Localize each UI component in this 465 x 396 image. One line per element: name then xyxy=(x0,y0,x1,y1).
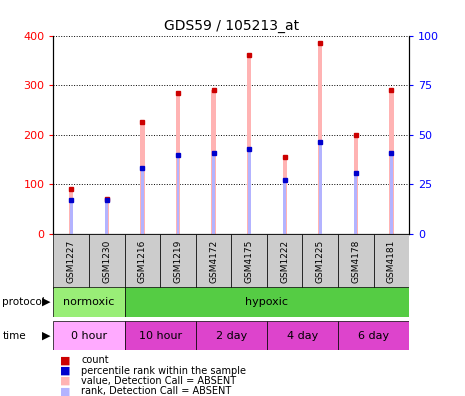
FancyBboxPatch shape xyxy=(267,321,338,350)
Text: 4 day: 4 day xyxy=(287,331,318,341)
Text: ■: ■ xyxy=(60,366,71,376)
Text: GSM1227: GSM1227 xyxy=(67,240,76,283)
Bar xyxy=(70,200,73,234)
FancyBboxPatch shape xyxy=(160,234,196,289)
Title: GDS59 / 105213_at: GDS59 / 105213_at xyxy=(164,19,299,33)
Text: GSM1219: GSM1219 xyxy=(173,240,182,283)
Bar xyxy=(69,189,73,234)
Text: percentile rank within the sample: percentile rank within the sample xyxy=(81,366,246,376)
FancyBboxPatch shape xyxy=(53,234,89,289)
Text: GSM1222: GSM1222 xyxy=(280,240,289,283)
Text: GSM1225: GSM1225 xyxy=(316,240,325,283)
Text: protocol: protocol xyxy=(2,297,45,307)
Bar xyxy=(177,155,179,234)
Bar xyxy=(105,199,109,234)
Bar xyxy=(354,135,358,234)
Bar xyxy=(212,154,215,234)
Bar xyxy=(176,93,180,234)
Text: rank, Detection Call = ABSENT: rank, Detection Call = ABSENT xyxy=(81,386,232,396)
Bar xyxy=(283,157,287,234)
Text: 6 day: 6 day xyxy=(358,331,389,341)
Text: GSM4178: GSM4178 xyxy=(352,240,360,283)
Text: count: count xyxy=(81,355,109,366)
FancyBboxPatch shape xyxy=(303,234,338,289)
Bar xyxy=(389,90,393,234)
Text: ▶: ▶ xyxy=(42,297,50,307)
Text: 0 hour: 0 hour xyxy=(71,331,107,341)
Text: ■: ■ xyxy=(60,376,71,386)
FancyBboxPatch shape xyxy=(374,234,409,289)
Text: GSM4181: GSM4181 xyxy=(387,240,396,283)
Text: GSM1230: GSM1230 xyxy=(102,240,111,283)
Bar xyxy=(212,90,216,234)
Text: normoxic: normoxic xyxy=(63,297,115,307)
Text: GSM4172: GSM4172 xyxy=(209,240,218,283)
FancyBboxPatch shape xyxy=(267,234,303,289)
FancyBboxPatch shape xyxy=(125,287,409,317)
FancyBboxPatch shape xyxy=(125,234,160,289)
FancyBboxPatch shape xyxy=(89,234,125,289)
FancyBboxPatch shape xyxy=(53,321,125,350)
Text: GSM1216: GSM1216 xyxy=(138,240,147,283)
Text: ▶: ▶ xyxy=(42,331,50,341)
Text: value, Detection Call = ABSENT: value, Detection Call = ABSENT xyxy=(81,376,237,386)
Bar xyxy=(319,142,322,234)
Bar xyxy=(247,55,251,234)
Bar xyxy=(283,180,286,234)
FancyBboxPatch shape xyxy=(125,321,196,350)
Bar xyxy=(390,154,393,234)
Text: 10 hour: 10 hour xyxy=(139,331,182,341)
FancyBboxPatch shape xyxy=(338,234,374,289)
Bar xyxy=(318,43,322,234)
Text: 2 day: 2 day xyxy=(216,331,247,341)
FancyBboxPatch shape xyxy=(196,234,232,289)
Text: time: time xyxy=(2,331,26,341)
Bar xyxy=(248,148,251,234)
Text: ■: ■ xyxy=(60,386,71,396)
Text: hypoxic: hypoxic xyxy=(246,297,288,307)
Bar xyxy=(140,122,145,234)
Bar xyxy=(106,200,108,234)
FancyBboxPatch shape xyxy=(232,234,267,289)
FancyBboxPatch shape xyxy=(53,287,125,317)
FancyBboxPatch shape xyxy=(196,321,267,350)
Text: ■: ■ xyxy=(60,355,71,366)
Bar xyxy=(141,168,144,234)
FancyBboxPatch shape xyxy=(338,321,409,350)
Bar xyxy=(354,173,357,234)
Text: GSM4175: GSM4175 xyxy=(245,240,253,283)
